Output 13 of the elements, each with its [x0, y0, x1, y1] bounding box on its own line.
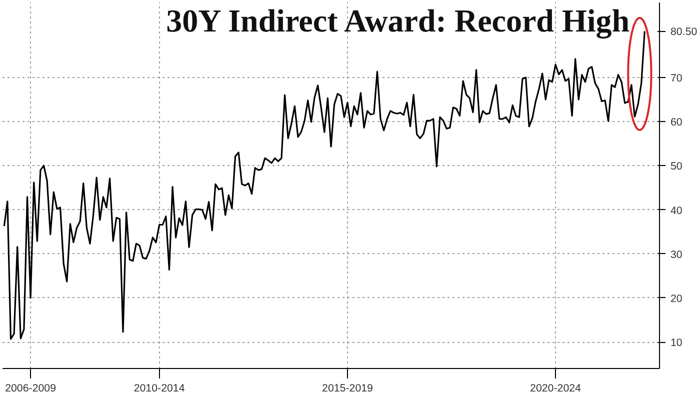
- x-tick-label: 2020-2024: [530, 382, 582, 394]
- y-tick-label: 60: [670, 116, 682, 129]
- chart-title: 30Y Indirect Award: Record High: [166, 2, 630, 40]
- y-tick-label: 10: [670, 337, 682, 350]
- text: 80.50: [670, 26, 698, 38]
- y-tick-label: 20: [670, 292, 682, 305]
- x-tick-label: 2015-2019: [322, 382, 374, 394]
- y-tick-label: 40: [670, 204, 682, 217]
- x-tick-label: 2010-2014: [134, 382, 185, 394]
- y-tick-label: 30: [670, 248, 682, 261]
- y-tick-label: 50: [670, 160, 682, 173]
- x-tick-label: 2006-2009: [5, 382, 56, 394]
- y-tick-label: 70: [670, 72, 682, 84]
